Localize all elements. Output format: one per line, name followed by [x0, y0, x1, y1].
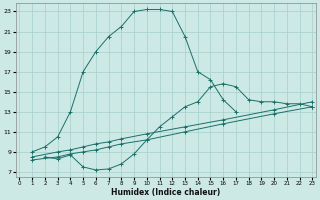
X-axis label: Humidex (Indice chaleur): Humidex (Indice chaleur) [111, 188, 220, 197]
